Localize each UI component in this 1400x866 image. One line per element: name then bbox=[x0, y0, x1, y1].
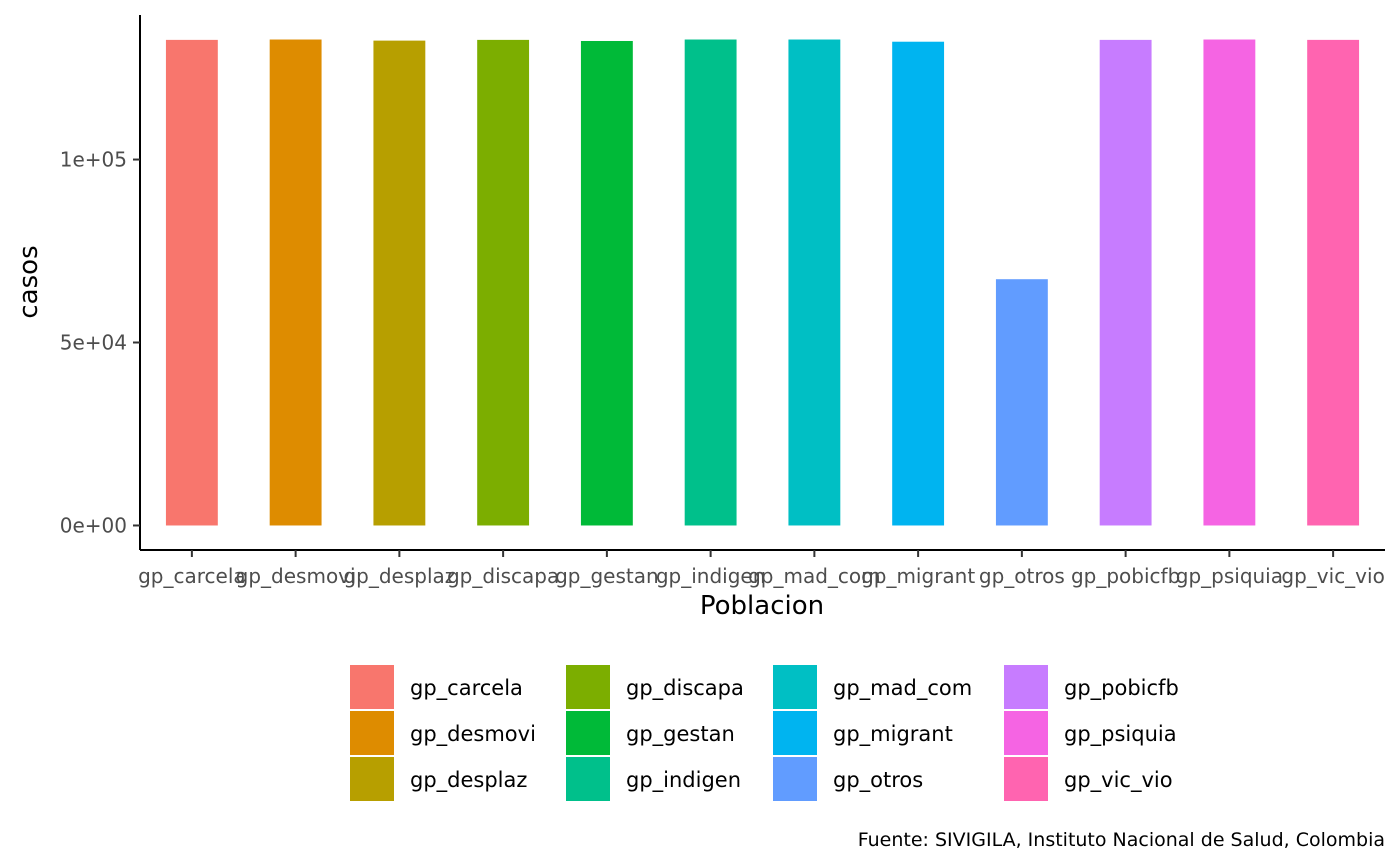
legend-swatch bbox=[350, 757, 394, 801]
x-tick-label: gp_gestan bbox=[555, 564, 659, 588]
bar-gp_carcela bbox=[165, 39, 218, 526]
legend: gp_carcela gp_desmovi gp_desplaz gp_discapa… bbox=[350, 665, 1179, 801]
legend-label: gp_mad_com bbox=[833, 676, 972, 701]
legend-swatch bbox=[566, 711, 610, 755]
x-tick-label: gp_indigen bbox=[656, 564, 766, 588]
bar-gp_pobicfb bbox=[1099, 39, 1152, 526]
x-tick-label: gp_mad_com bbox=[748, 564, 881, 588]
x-tick-label: gp_vic_vio bbox=[1281, 564, 1384, 588]
bar-gp_gestan bbox=[580, 40, 633, 526]
x-tick-label: gp_psiquia bbox=[1176, 564, 1283, 588]
legend-label: gp_pobicfb bbox=[1064, 676, 1179, 701]
chart-caption: Fuente: SIVIGILA, Instituto Nacional de … bbox=[858, 829, 1385, 851]
legend-label: gp_carcela bbox=[410, 676, 523, 701]
legend-swatch bbox=[566, 757, 610, 801]
x-tick-label: gp_otros bbox=[979, 564, 1065, 588]
legend-label: gp_desplaz bbox=[410, 768, 527, 793]
y-ticks-group: 0e+00 5e+04 1e+05 bbox=[60, 148, 140, 537]
bar-gp_indigen bbox=[684, 39, 737, 526]
x-tick-label: gp_carcela bbox=[138, 564, 246, 588]
y-tick-label: 5e+04 bbox=[60, 331, 127, 355]
legend-label: gp_gestan bbox=[626, 722, 735, 747]
legend-label: gp_indigen bbox=[626, 768, 741, 793]
legend-swatch bbox=[350, 711, 394, 755]
legend-swatch bbox=[1004, 665, 1048, 709]
legend-label: gp_discapa bbox=[626, 676, 744, 701]
bar-gp_mad_com bbox=[788, 39, 841, 526]
bar-gp_discapa bbox=[477, 39, 530, 526]
legend-swatch bbox=[566, 665, 610, 709]
legend-swatch bbox=[773, 711, 817, 755]
legend-swatch bbox=[773, 665, 817, 709]
bar-gp_desplaz bbox=[373, 40, 426, 526]
legend-label: gp_desmovi bbox=[410, 722, 536, 747]
x-tick-label: gp_pobicfb bbox=[1071, 564, 1180, 588]
legend-swatch bbox=[1004, 757, 1048, 801]
y-axis-title: casos bbox=[14, 245, 44, 318]
bar-gp_desmovi bbox=[269, 39, 322, 526]
legend-label: gp_vic_vio bbox=[1064, 768, 1173, 793]
bar-gp_otros bbox=[995, 279, 1048, 526]
legend-label: gp_psiquia bbox=[1064, 722, 1177, 747]
bar-gp_psiquia bbox=[1203, 39, 1256, 526]
bars-group bbox=[165, 39, 1360, 526]
bar-gp_vic_vio bbox=[1307, 39, 1360, 526]
x-tick-label: gp_desplaz bbox=[343, 564, 455, 588]
legend-swatch bbox=[350, 665, 394, 709]
x-tick-label: gp_migrant bbox=[861, 564, 975, 588]
legend-label: gp_otros bbox=[833, 768, 923, 793]
legend-swatch bbox=[773, 757, 817, 801]
y-tick-label: 1e+05 bbox=[60, 148, 127, 172]
x-tick-label: gp_discapa bbox=[447, 564, 559, 588]
x-tick-label: gp_desmovi bbox=[236, 564, 356, 588]
legend-swatch bbox=[1004, 711, 1048, 755]
x-axis-title: Poblacion bbox=[700, 591, 824, 621]
x-ticks-group: gp_carcelagp_desmovigp_desplazgp_discapa… bbox=[138, 550, 1385, 588]
bar-gp_migrant bbox=[892, 41, 945, 526]
y-tick-label: 0e+00 bbox=[60, 513, 127, 537]
legend-label: gp_migrant bbox=[833, 722, 953, 747]
